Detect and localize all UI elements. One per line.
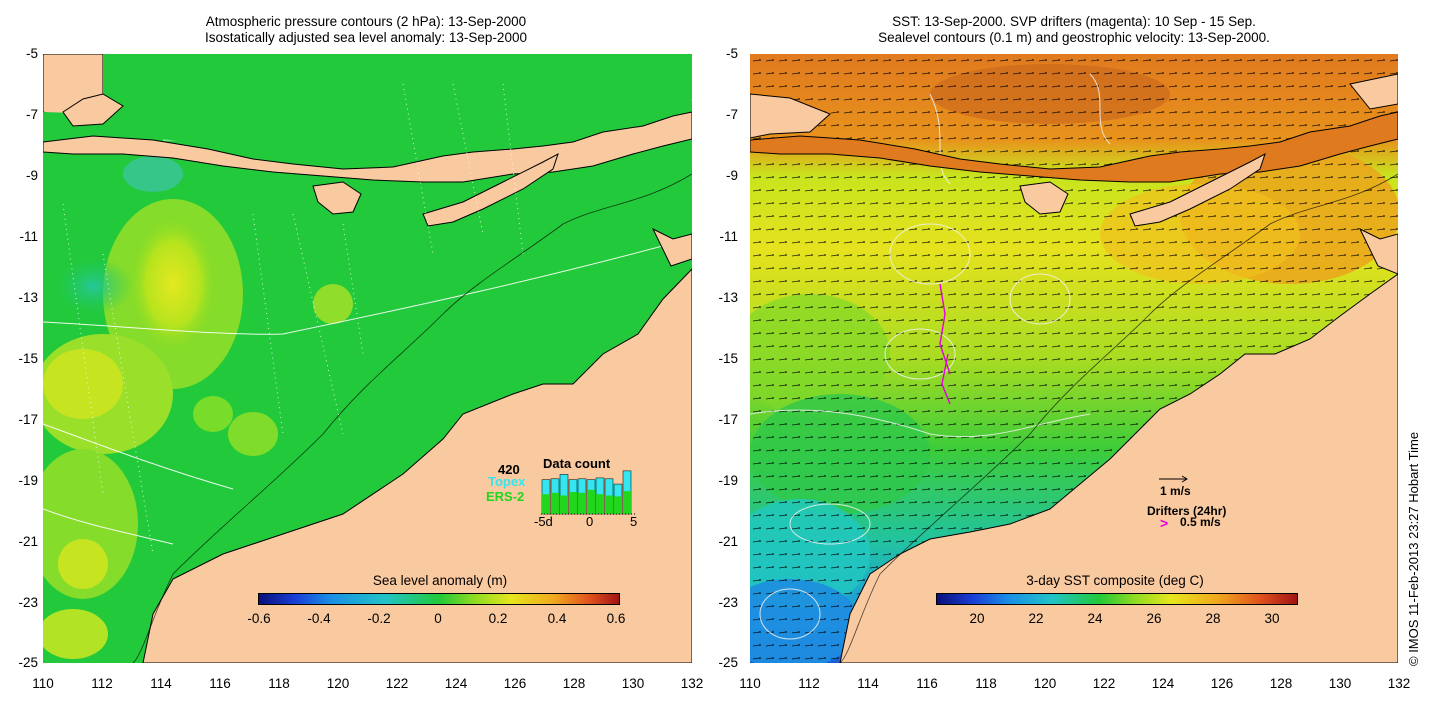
- data-count-x-label: 0: [586, 514, 594, 529]
- left-y-tick: -17: [18, 412, 38, 427]
- left-x-tick: 116: [209, 676, 231, 691]
- right-x-tick: 132: [1387, 676, 1411, 691]
- left-y-tick: -9: [25, 168, 38, 183]
- ers-count-bar: [560, 495, 568, 514]
- left-y-tick: -21: [18, 534, 38, 549]
- left-x-tick: 110: [32, 676, 54, 691]
- right-y-tick: -7: [725, 107, 738, 122]
- drifter-legend-title: Drifters (24hr): [1147, 504, 1227, 518]
- right-x-tick: 128: [1269, 676, 1293, 691]
- data-count-bars: [541, 470, 635, 515]
- left-title-line2: Isostatically adjusted sea level anomaly…: [205, 30, 527, 45]
- topex-label: Topex: [488, 474, 526, 489]
- left-x-tick: 130: [621, 676, 645, 691]
- drifter-scale-label: 0.5 m/s: [1180, 515, 1221, 529]
- ers-count-bar: [569, 492, 577, 514]
- ers-label: ERS-2: [486, 489, 525, 504]
- ers-count-bar: [623, 491, 631, 514]
- sea-level-anomaly-map: [43, 54, 692, 663]
- left-x-tick: 124: [444, 676, 468, 691]
- left-x-tick: 126: [503, 676, 527, 691]
- colorbar-label: -0.2: [367, 611, 391, 626]
- right-title-line2: Sealevel contours (0.1 m) and geostrophi…: [878, 30, 1270, 45]
- colorbar-label: 0.6: [606, 611, 626, 626]
- right-title-line1: SST: 13-Sep-2000. SVP drifters (magenta)…: [892, 14, 1256, 29]
- ers-count-bar: [587, 489, 595, 514]
- right-x-tick: 122: [1092, 676, 1116, 691]
- left-y-tick: -25: [18, 655, 38, 670]
- colorbar-label: 30: [1264, 611, 1280, 626]
- colorbar-label: 0.4: [547, 611, 567, 626]
- right-x-tick: 130: [1328, 676, 1352, 691]
- copyright-watermark: © IMOS 11-Feb-2013 23:27 Hobart Time: [1406, 431, 1421, 666]
- velocity-arrow-icon: [1159, 475, 1188, 483]
- right-y-tick: -25: [718, 655, 738, 670]
- left-y-tick: -19: [18, 473, 38, 488]
- left-y-tick: -7: [25, 107, 38, 122]
- right-y-tick: -9: [725, 168, 738, 183]
- left-y-tick: -11: [19, 229, 38, 244]
- left-y-tick: -5: [25, 46, 38, 61]
- colorbar-label: 24: [1087, 611, 1103, 626]
- left-y-tick: -23: [18, 595, 38, 610]
- colorbar-label: 22: [1028, 611, 1044, 626]
- colorbar-label: -0.6: [247, 611, 271, 626]
- left-map-title: Atmospheric pressure contours (2 hPa): 1…: [40, 14, 692, 46]
- data-count-x-label: 5: [630, 514, 638, 529]
- right-x-tick: 126: [1210, 676, 1234, 691]
- ers-count-bar: [578, 492, 586, 514]
- left-y-tick: -13: [18, 290, 38, 305]
- data-count-x-label: -5d: [534, 514, 553, 529]
- ers-count-bar: [614, 496, 622, 514]
- right-x-tick: 116: [916, 676, 938, 691]
- left-title-line1: Atmospheric pressure contours (2 hPa): 1…: [205, 14, 527, 29]
- colorbar-label: 26: [1146, 611, 1162, 626]
- left-x-tick: 118: [268, 676, 290, 691]
- right-map-title: SST: 13-Sep-2000. SVP drifters (magenta)…: [750, 14, 1398, 46]
- right-y-tick: -13: [718, 290, 738, 305]
- right-y-tick: -17: [718, 412, 738, 427]
- left-x-tick: 122: [385, 676, 409, 691]
- sst-colorbar-title: 3-day SST composite (deg C): [1026, 573, 1204, 588]
- colorbar-label: 0.2: [488, 611, 508, 626]
- right-y-tick: -15: [718, 351, 738, 366]
- right-y-tick: -5: [725, 46, 738, 61]
- drifter-arrow-icon: >: [1160, 515, 1169, 531]
- colorbar-label: 28: [1205, 611, 1221, 626]
- right-y-tick: -11: [719, 229, 738, 244]
- right-x-tick: 120: [1033, 676, 1057, 691]
- ers-count-bar: [596, 494, 604, 514]
- sea-level-colorbar: [258, 593, 620, 605]
- right-y-tick: -23: [718, 595, 738, 610]
- ers-count-bar: [605, 495, 613, 514]
- right-x-tick: 114: [857, 676, 879, 691]
- right-x-tick: 112: [798, 676, 820, 691]
- left-x-tick: 132: [680, 676, 704, 691]
- right-x-tick: 124: [1151, 676, 1175, 691]
- sst-colorbar: [936, 593, 1298, 605]
- ers-count-bar: [542, 494, 550, 514]
- left-y-tick: -15: [18, 351, 38, 366]
- sst-map: [750, 54, 1398, 663]
- right-y-tick: -19: [718, 473, 738, 488]
- ers-count-bar: [551, 492, 559, 514]
- colorbar-label: 20: [969, 611, 985, 626]
- colorbar-label: -0.4: [307, 611, 331, 626]
- right-y-tick: -21: [718, 534, 738, 549]
- data-count-title: Data count: [543, 456, 611, 471]
- left-x-tick: 120: [326, 676, 350, 691]
- left-x-tick: 114: [150, 676, 172, 691]
- right-x-tick: 118: [975, 676, 997, 691]
- right-x-tick: 110: [739, 676, 761, 691]
- sea-level-colorbar-title: Sea level anomaly (m): [372, 573, 508, 588]
- data-count-total: 420: [498, 462, 520, 477]
- velocity-scale-label: 1 m/s: [1160, 484, 1191, 498]
- left-x-tick: 128: [562, 676, 586, 691]
- left-x-tick: 112: [91, 676, 113, 691]
- colorbar-label: 0: [434, 611, 442, 626]
